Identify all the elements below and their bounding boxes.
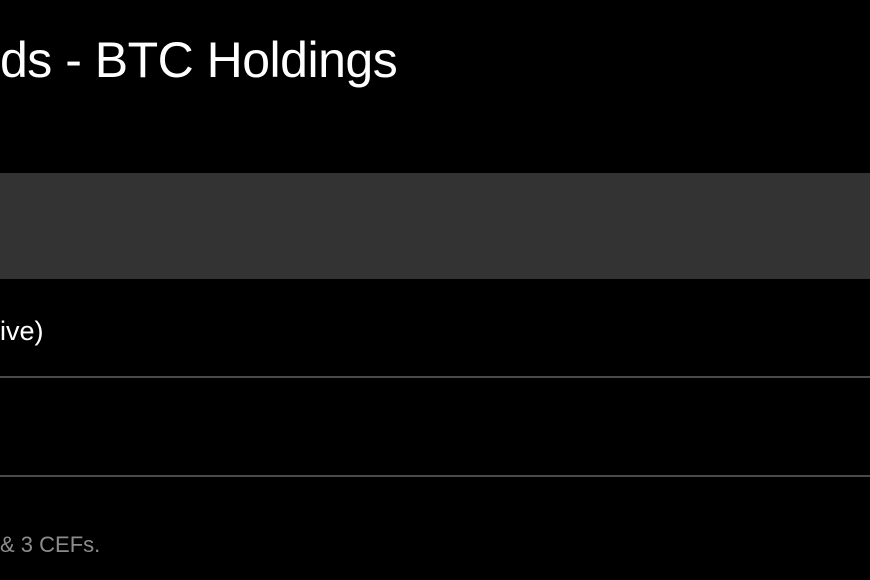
footnote: & 3 CEFs. <box>0 532 101 557</box>
table-row: ive) <box>0 279 870 378</box>
slide-title: ds - BTC Holdings <box>0 32 398 88</box>
table-row <box>0 378 870 477</box>
holdings-table: ive) <box>0 173 870 477</box>
table-header-row <box>0 173 870 279</box>
table-cell-label: ive) <box>0 316 44 346</box>
